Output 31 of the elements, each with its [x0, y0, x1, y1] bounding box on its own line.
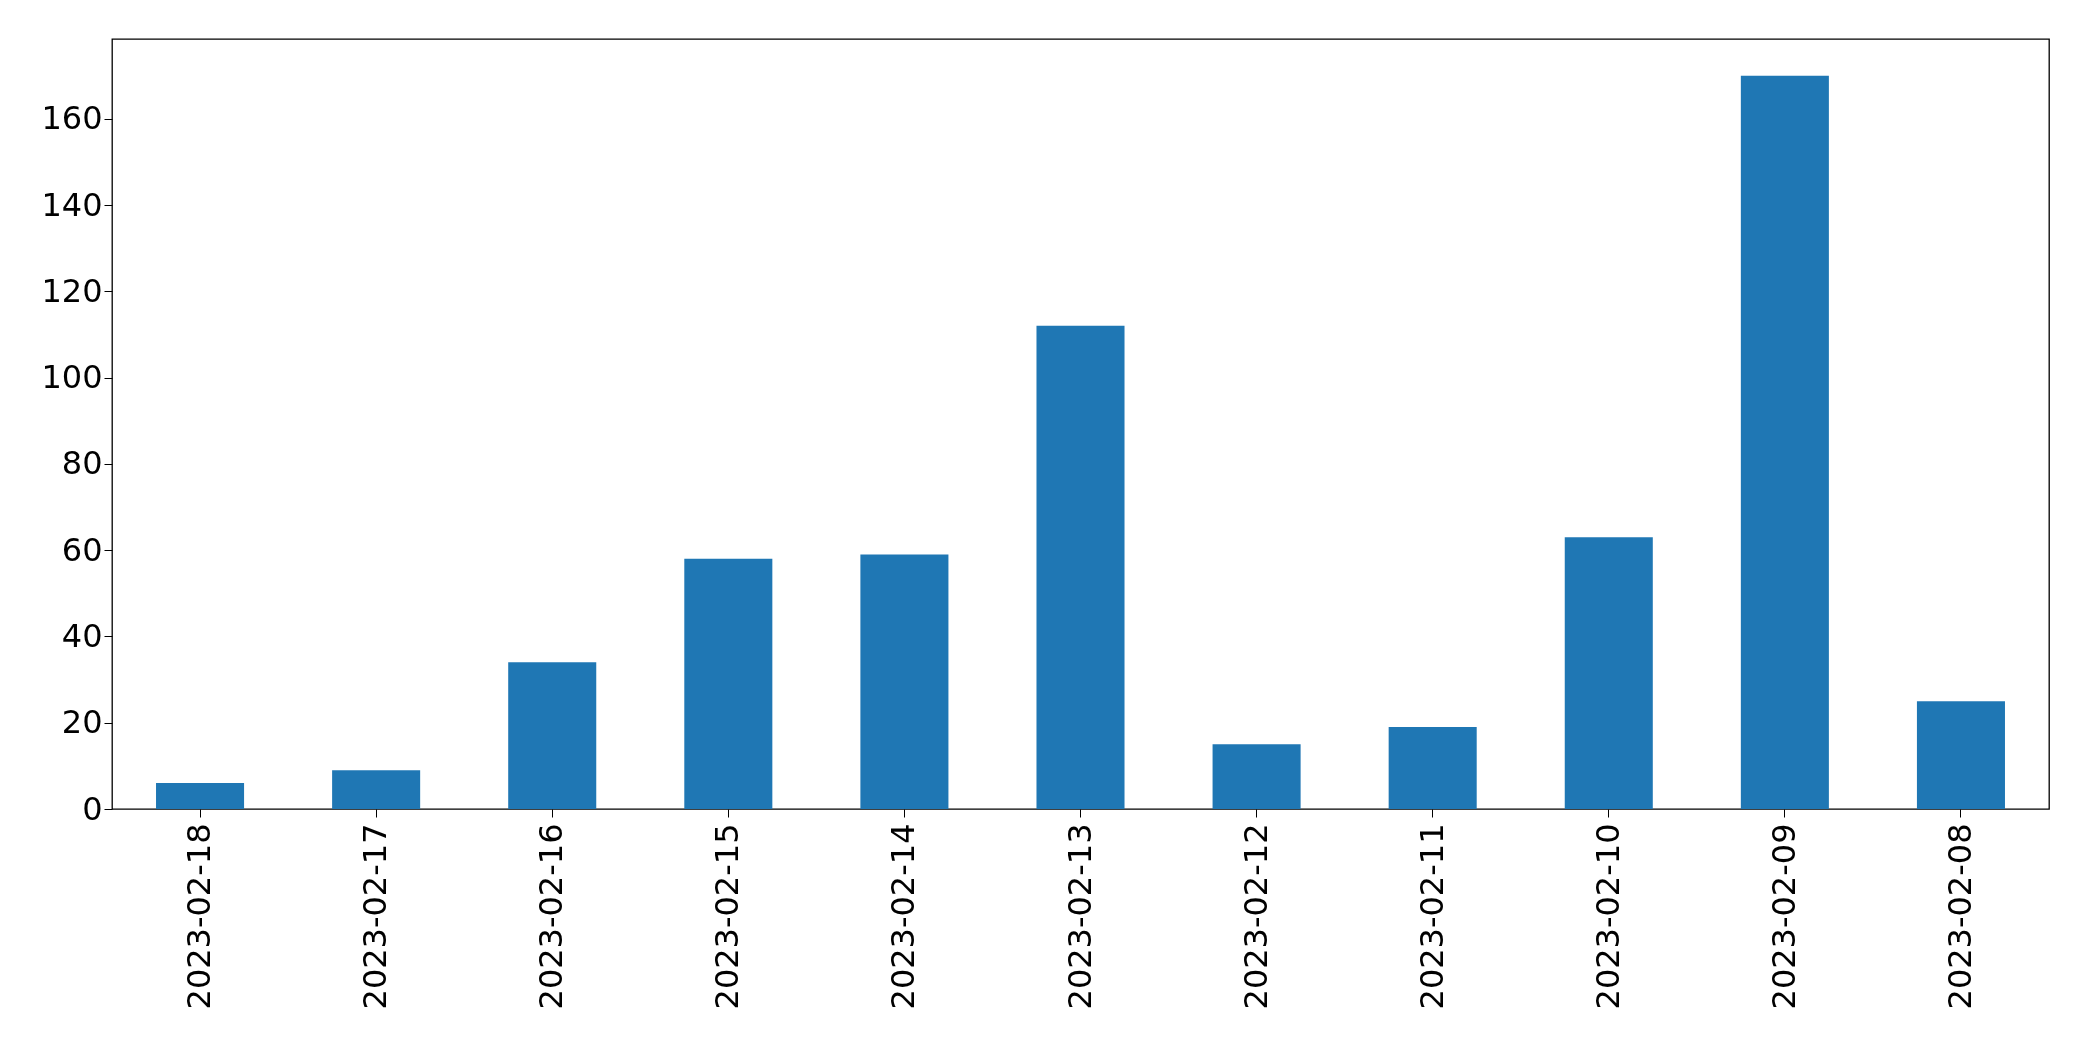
bar	[332, 770, 421, 809]
y-tick-label: 80	[61, 444, 103, 483]
bar	[1916, 701, 2005, 809]
bar	[1564, 537, 1653, 809]
y-tick-label: 120	[41, 271, 103, 310]
x-tick-label: 2023-02-09	[1764, 823, 1803, 1010]
bar	[1212, 744, 1301, 809]
x-tick-label: 2023-02-15	[708, 823, 747, 1010]
x-tick-label: 2023-02-12	[1236, 823, 1275, 1010]
y-tick-label: 60	[61, 530, 103, 569]
y-tick-label: 0	[82, 789, 103, 828]
bar	[860, 554, 949, 809]
x-tick-label: 2023-02-13	[1060, 823, 1099, 1010]
bar	[1036, 325, 1125, 809]
x-tick-label: 2023-02-16	[532, 823, 571, 1010]
x-tick-label: 2023-02-11	[1412, 823, 1451, 1010]
x-tick-label: 2023-02-14	[884, 823, 923, 1010]
y-tick-label: 100	[41, 358, 103, 397]
bar	[508, 662, 597, 809]
y-tick-label: 20	[61, 703, 103, 742]
x-tick-label: 2023-02-08	[1940, 823, 1979, 1010]
y-tick-label: 40	[61, 616, 103, 655]
bar	[684, 558, 773, 809]
x-tick-label: 2023-02-10	[1588, 823, 1627, 1010]
y-tick-label: 160	[41, 99, 103, 138]
x-tick-label: 2023-02-17	[356, 823, 395, 1010]
x-tick-label: 2023-02-18	[180, 823, 219, 1010]
y-tick-label: 140	[41, 185, 103, 224]
bar	[1388, 727, 1477, 809]
bar	[156, 783, 245, 809]
bar	[1740, 75, 1829, 809]
